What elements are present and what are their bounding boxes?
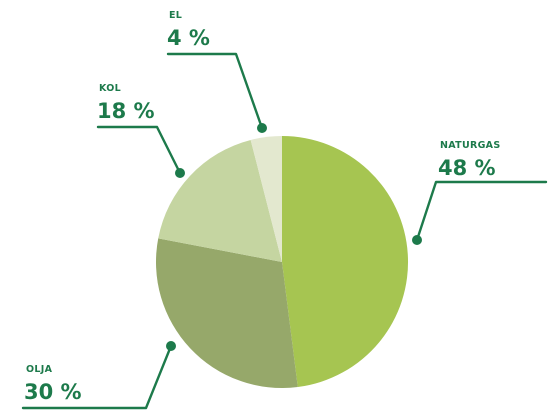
pie-slice-olja [155,238,298,389]
slice-name-naturgas: NATURGAS [440,140,500,151]
leader-lines [21,52,548,410]
slice-name-kol: KOL [99,83,121,94]
slice-value-kol: 18 % [97,99,155,123]
leader-line-el [166,52,264,130]
slice-value-olja: 30 % [24,380,82,404]
leader-line-kol [96,125,182,175]
leader-dot-el [257,123,267,133]
leader-line-naturgas [415,180,548,242]
slice-name-olja: OLJA [26,364,53,375]
leader-dot-kol [175,168,185,178]
leader-dot-naturgas [412,235,422,245]
slice-value-el: 4 % [167,26,210,50]
pie-slice-naturgas [282,135,409,388]
leader-dot-olja [166,341,176,351]
pie-slice-kol [158,139,282,262]
pie-slice-el [250,136,282,262]
slice-name-el: EL [169,10,182,21]
pie-slices [155,135,409,389]
slice-value-naturgas: 48 % [438,156,496,180]
slice-labels: EL 4 % KOL 18 % NATURGAS 48 % OLJA 30 % [24,10,500,404]
leader-line-olja [21,344,173,410]
